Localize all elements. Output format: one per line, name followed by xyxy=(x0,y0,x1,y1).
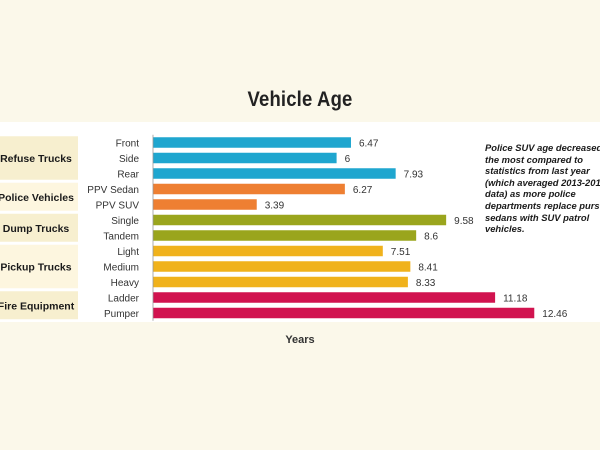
bar xyxy=(153,245,383,257)
group-label: Police Vehicles xyxy=(0,192,74,204)
group-label-box xyxy=(0,244,78,289)
data-label: 12.46 xyxy=(542,309,567,320)
group-label: Pickup Trucks xyxy=(0,262,71,274)
data-label: 9.58 xyxy=(454,216,474,227)
group-label: Refuse Trucks xyxy=(0,153,72,165)
category-label: PPV SUV xyxy=(96,200,140,211)
bar xyxy=(153,152,337,164)
category-label: Medium xyxy=(103,262,139,273)
bar xyxy=(153,199,257,210)
data-label: 11.18 xyxy=(503,293,528,304)
data-label: 8.41 xyxy=(418,262,438,273)
category-label: Tandem xyxy=(103,231,139,242)
bar xyxy=(153,292,496,303)
bar xyxy=(153,168,396,179)
bar xyxy=(153,214,447,226)
category-label: Rear xyxy=(117,169,139,180)
category-label: Front xyxy=(116,138,140,149)
data-label: 6.27 xyxy=(353,185,373,196)
data-label: 6.47 xyxy=(359,138,379,149)
bar xyxy=(153,137,351,148)
group-label-box xyxy=(0,291,78,320)
data-label: 3.39 xyxy=(265,200,285,211)
data-label: 7.51 xyxy=(391,247,411,258)
category-label: Heavy xyxy=(111,278,139,289)
chart-annotation: Police SUV age decreased the most compar… xyxy=(485,142,600,235)
category-label: Side xyxy=(119,154,139,165)
group-label: Fire Equipment xyxy=(0,300,75,312)
group-label-box xyxy=(0,213,78,242)
category-label: Ladder xyxy=(108,293,140,304)
x-axis-label: Years xyxy=(285,334,315,346)
category-label: PPV Sedan xyxy=(87,185,139,196)
group-label-box xyxy=(0,136,78,180)
bar xyxy=(153,183,345,195)
data-label: 7.93 xyxy=(404,169,424,180)
chart-title: Vehicle Age xyxy=(247,88,353,111)
data-label: 8.6 xyxy=(424,231,438,242)
category-label: Light xyxy=(117,247,139,258)
bar xyxy=(153,261,411,272)
data-label: 6 xyxy=(345,154,351,165)
category-label: Single xyxy=(111,216,139,227)
bar xyxy=(153,230,417,241)
group-label: Dump Trucks xyxy=(3,223,70,235)
category-label: Pumper xyxy=(104,309,140,320)
bar xyxy=(153,276,408,288)
bar xyxy=(153,307,535,319)
data-label: 8.33 xyxy=(416,278,436,289)
group-label-box xyxy=(0,182,78,211)
